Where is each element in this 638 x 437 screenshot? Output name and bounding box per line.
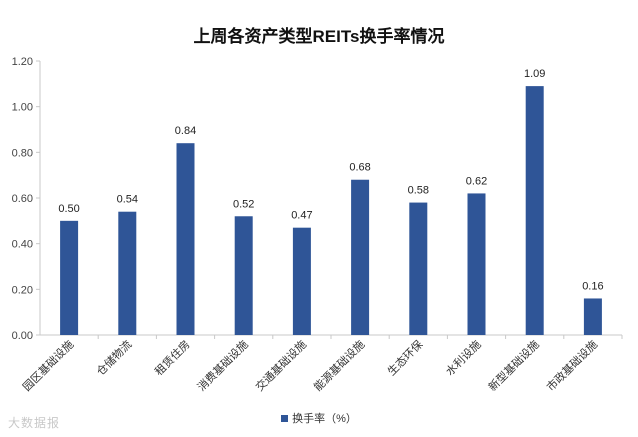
category-label: 仓储物流 <box>93 337 134 378</box>
data-label: 0.84 <box>175 125 196 137</box>
legend: 换手率（%） <box>0 410 638 426</box>
bar <box>583 298 602 335</box>
data-label: 0.16 <box>582 280 603 292</box>
bar <box>351 179 370 335</box>
data-label: 1.09 <box>524 68 545 80</box>
category-label: 新型基础设施 <box>485 337 542 394</box>
legend-swatch <box>281 414 289 422</box>
y-tick-label: 0.80 <box>12 147 33 159</box>
y-tick-label: 0.60 <box>12 193 33 205</box>
y-tick-label: 0.20 <box>12 284 33 296</box>
category-label: 生态环保 <box>384 337 425 378</box>
category-label: 消费基础设施 <box>194 337 251 394</box>
chart-title: 上周各资产类型REITs换手率情况 <box>193 27 445 46</box>
category-label: 交通基础设施 <box>252 337 309 394</box>
bar <box>60 220 79 335</box>
legend-label: 换手率（%） <box>292 413 357 425</box>
bar <box>525 86 544 335</box>
bar <box>234 216 253 335</box>
data-label: 0.50 <box>58 203 79 215</box>
watermark: 大数据报 <box>8 416 61 430</box>
data-label: 0.52 <box>233 198 254 210</box>
y-tick-label: 0.40 <box>12 239 33 251</box>
y-tick-label: 1.20 <box>12 56 33 68</box>
data-label: 0.62 <box>466 175 487 187</box>
category-label: 园区基础设施 <box>20 338 76 394</box>
bar <box>409 202 428 335</box>
category-label: 水利设施 <box>443 338 483 378</box>
bar <box>467 193 486 335</box>
data-label: 0.47 <box>291 210 312 222</box>
bar <box>118 211 137 335</box>
data-label: 0.54 <box>117 194 138 206</box>
y-tick-label: 1.00 <box>12 102 33 114</box>
data-label: 0.58 <box>408 185 429 197</box>
category-label: 能源基础设施 <box>311 337 368 394</box>
category-label: 租赁住房 <box>152 337 193 378</box>
y-tick-label: 0.00 <box>12 330 33 342</box>
bar <box>176 143 195 335</box>
bar <box>292 227 311 335</box>
category-label: 市政基础设施 <box>543 337 600 394</box>
data-label: 0.68 <box>349 162 370 174</box>
